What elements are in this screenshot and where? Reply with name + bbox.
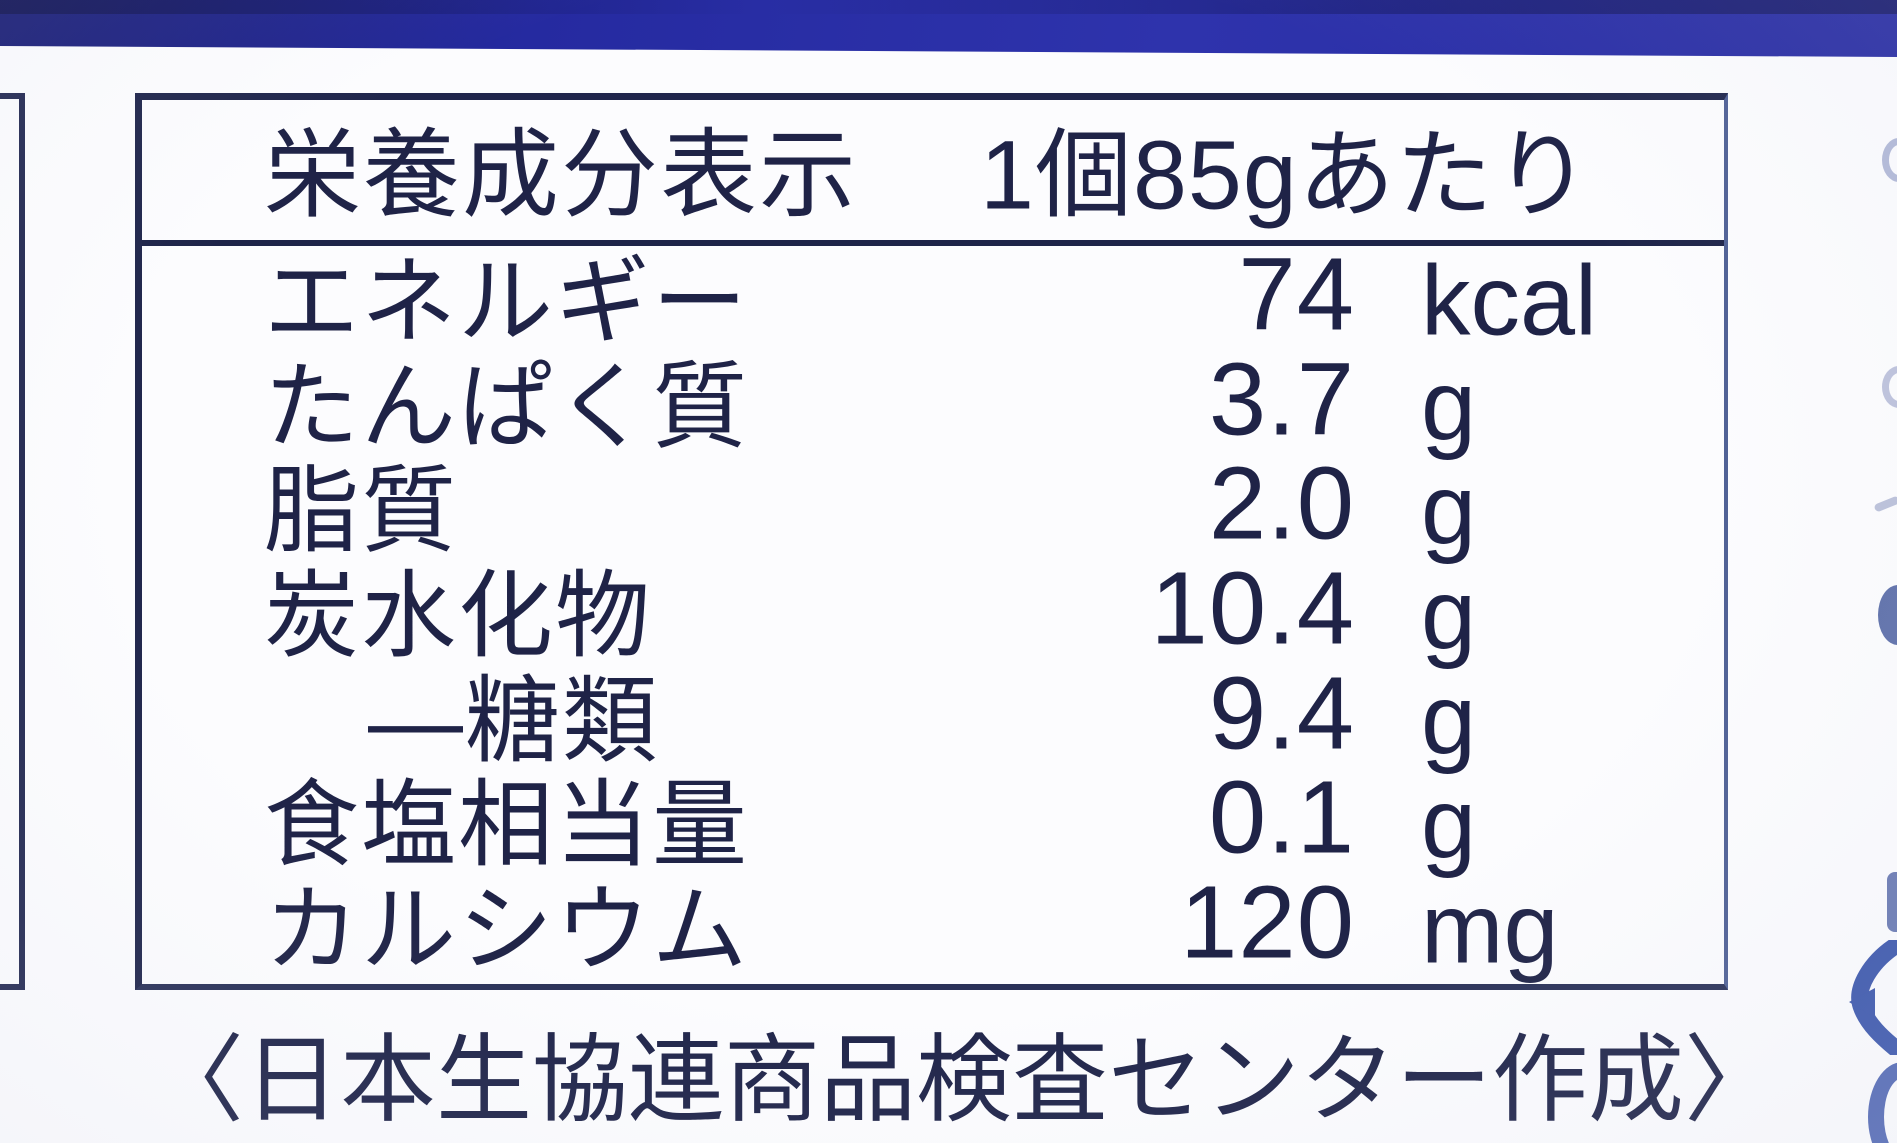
nutrient-value: 10.4	[1150, 550, 1355, 666]
nutrition-table: 栄養成分表示 1個85gあたり エネルギー 74 kcal たんぱく質 3.7 …	[135, 93, 1728, 990]
serving-size-label: 1個85gあたり	[980, 120, 1592, 230]
nutrient-unit: mg	[1421, 872, 1559, 984]
nutrient-value: 2.0	[1208, 445, 1355, 561]
nutrient-unit: g	[1421, 349, 1477, 461]
nutrient-value: 0.1	[1208, 759, 1355, 875]
table-row-carbohydrate: 炭水化物 10.4 g	[142, 550, 1724, 669]
table-row-fat: 脂質 2.0 g	[142, 446, 1724, 565]
table-row-calcium: カルシウム 120 mg	[142, 864, 1724, 983]
table-row-sugars: ―糖類 9.4 g	[142, 655, 1724, 774]
table-row-salt-equivalent: 食塩相当量 0.1 g	[142, 760, 1724, 879]
nutrient-label: カルシウム	[264, 877, 750, 984]
table-title: 栄養成分表示	[264, 120, 858, 230]
footnote-test-center: 〈日本生協連商品検査センター作成〉	[148, 1027, 1780, 1134]
nutrient-unit: g	[1421, 662, 1477, 774]
edge-print-fragment-bar	[1887, 872, 1897, 932]
edge-print-fragment-hook	[1849, 940, 1897, 1055]
table-row-protein: たんぱく質 3.7 g	[142, 341, 1724, 460]
nutrient-value: 9.4	[1208, 655, 1355, 771]
adjacent-table-edge	[0, 93, 25, 990]
nutrition-table-body: エネルギー 74 kcal たんぱく質 3.7 g 脂質 2.0 g 炭水化物 …	[142, 237, 1724, 983]
nutrient-unit: g	[1421, 558, 1477, 670]
band-shadow	[0, 0, 1897, 14]
nutrient-value: 3.7	[1208, 341, 1355, 457]
nutrient-label: 脂質	[264, 458, 459, 565]
nutrient-value: 74	[1238, 236, 1355, 352]
edge-print-fragment-dash	[1873, 495, 1897, 513]
nutrient-label: 食塩相当量	[264, 772, 750, 879]
nutrient-label: たんぱく質	[264, 354, 750, 461]
nutrient-label: エネルギー	[264, 249, 750, 356]
nutrient-unit: kcal	[1421, 244, 1598, 356]
nutrient-label: ―糖類	[368, 667, 660, 774]
nutrition-table-header: 栄養成分表示 1個85gあたり	[142, 100, 1724, 246]
package-blue-band	[0, 0, 1897, 57]
edge-print-fragment-arc	[1882, 366, 1897, 408]
nutrient-unit: g	[1421, 453, 1477, 565]
nutrient-value: 120	[1180, 864, 1355, 980]
edge-print-fragment-corner-arc	[1868, 1062, 1897, 1143]
edge-print-fragment-blob	[1878, 585, 1897, 645]
edge-print-fragment-arc	[1882, 138, 1897, 182]
nutrient-label: 炭水化物	[264, 563, 653, 670]
table-row-energy: エネルギー 74 kcal	[142, 237, 1724, 356]
nutrient-unit: g	[1421, 767, 1477, 879]
